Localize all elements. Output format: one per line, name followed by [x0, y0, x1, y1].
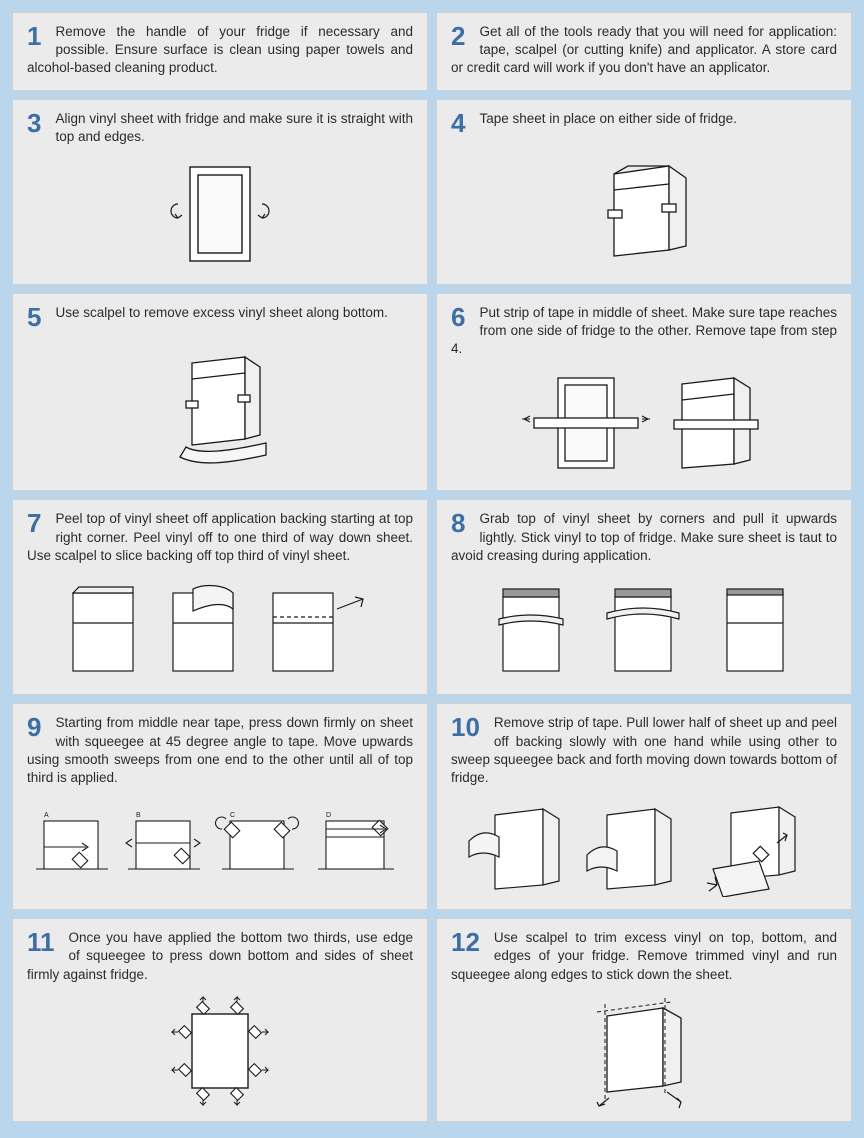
step4-illustration: [574, 154, 714, 264]
step5-illustration: [150, 351, 290, 466]
step-number: 5: [27, 304, 41, 330]
step-illustration-wrap: A B C D: [27, 797, 413, 897]
svg-text:B: B: [136, 812, 141, 819]
step-text: 5 Use scalpel to remove excess vinyl shee…: [27, 304, 413, 330]
step8-illustration: [479, 579, 809, 679]
step-number: 12: [451, 929, 480, 955]
step-card-1: 1Remove the handle of your fridge if nec…: [12, 12, 428, 91]
step-description: Starting from middle near tape, press do…: [27, 715, 413, 785]
step7-illustration: [55, 579, 385, 679]
step-number: 3: [27, 110, 41, 136]
step-text: 1Remove the handle of your fridge if nec…: [27, 23, 413, 78]
step-number: 7: [27, 510, 41, 536]
step-description: Tape sheet in place on either side of fr…: [479, 111, 736, 126]
step-card-8: 8Grab top of vinyl sheet by corners and …: [436, 499, 852, 695]
step-text: 8Grab top of vinyl sheet by corners and …: [451, 510, 837, 565]
instruction-grid: 1Remove the handle of your fridge if nec…: [12, 12, 852, 1122]
step-illustration-wrap: [451, 146, 837, 272]
step-description: Align vinyl sheet with fridge and make s…: [55, 111, 413, 144]
step-illustration-wrap: [27, 156, 413, 272]
svg-text:A: A: [44, 812, 49, 819]
step-description: Put strip of tape in middle of sheet. Ma…: [451, 305, 837, 356]
step-illustration-wrap: [27, 340, 413, 479]
step-illustration-wrap: [451, 994, 837, 1109]
step-text: 12Use scalpel to trim excess vinyl on to…: [451, 929, 837, 984]
step-number: 2: [451, 23, 465, 49]
step-text: 7Peel top of vinyl sheet off application…: [27, 510, 413, 565]
step-illustration-wrap: [451, 368, 837, 478]
step-number: 4: [451, 110, 465, 136]
svg-text:C: C: [230, 812, 235, 819]
step-card-2: 2Get all of the tools ready that you wil…: [436, 12, 852, 91]
step-card-7: 7Peel top of vinyl sheet off application…: [12, 499, 428, 695]
step-description: Use scalpel to trim excess vinyl on top,…: [451, 930, 837, 981]
step-illustration-wrap: [27, 575, 413, 682]
step-card-4: 4 Tape sheet in place on either side of f…: [436, 99, 852, 285]
step-number: 11: [27, 929, 55, 955]
step-number: 1: [27, 23, 41, 49]
step-text: 6Put strip of tape in middle of sheet. M…: [451, 304, 837, 359]
step3-illustration: [145, 159, 295, 269]
step-description: Once you have applied the bottom two thi…: [27, 930, 413, 981]
step-card-6: 6Put strip of tape in middle of sheet. M…: [436, 293, 852, 492]
step6-illustration: [514, 368, 774, 478]
step-description: Get all of the tools ready that you will…: [451, 24, 837, 75]
step-card-9: 9Starting from middle near tape, press d…: [12, 703, 428, 910]
step-text: 4 Tape sheet in place on either side of f…: [451, 110, 837, 136]
step9-illustration: A B C D: [30, 807, 410, 887]
step-description: Peel top of vinyl sheet off application …: [27, 511, 413, 562]
step-card-11: 11Once you have applied the bottom two t…: [12, 918, 428, 1122]
step-description: Remove strip of tape. Pull lower half of…: [451, 715, 837, 785]
step-number: 9: [27, 714, 41, 740]
step-description: Use scalpel to remove excess vinyl sheet…: [55, 305, 387, 320]
step-description: Grab top of vinyl sheet by corners and p…: [451, 511, 837, 562]
step10-illustration: [459, 797, 829, 897]
step-card-10: 10Remove strip of tape. Pull lower half …: [436, 703, 852, 910]
step-number: 8: [451, 510, 465, 536]
step-text: 3 Align vinyl sheet with fridge and make …: [27, 110, 413, 146]
step-text: 9Starting from middle near tape, press d…: [27, 714, 413, 787]
step-text: 10Remove strip of tape. Pull lower half …: [451, 714, 837, 787]
step-card-5: 5 Use scalpel to remove excess vinyl shee…: [12, 293, 428, 492]
step12-illustration: [569, 994, 719, 1109]
step-illustration-wrap: [27, 994, 413, 1109]
step-description: Remove the handle of your fridge if nece…: [27, 24, 413, 75]
step11-illustration: [150, 996, 290, 1106]
step-card-3: 3 Align vinyl sheet with fridge and make …: [12, 99, 428, 285]
step-number: 6: [451, 304, 465, 330]
step-text: 2Get all of the tools ready that you wil…: [451, 23, 837, 78]
step-card-12: 12Use scalpel to trim excess vinyl on to…: [436, 918, 852, 1122]
step-illustration-wrap: [451, 797, 837, 897]
svg-text:D: D: [326, 812, 331, 819]
step-illustration-wrap: [451, 575, 837, 682]
step-number: 10: [451, 714, 480, 740]
step-text: 11Once you have applied the bottom two t…: [27, 929, 413, 984]
